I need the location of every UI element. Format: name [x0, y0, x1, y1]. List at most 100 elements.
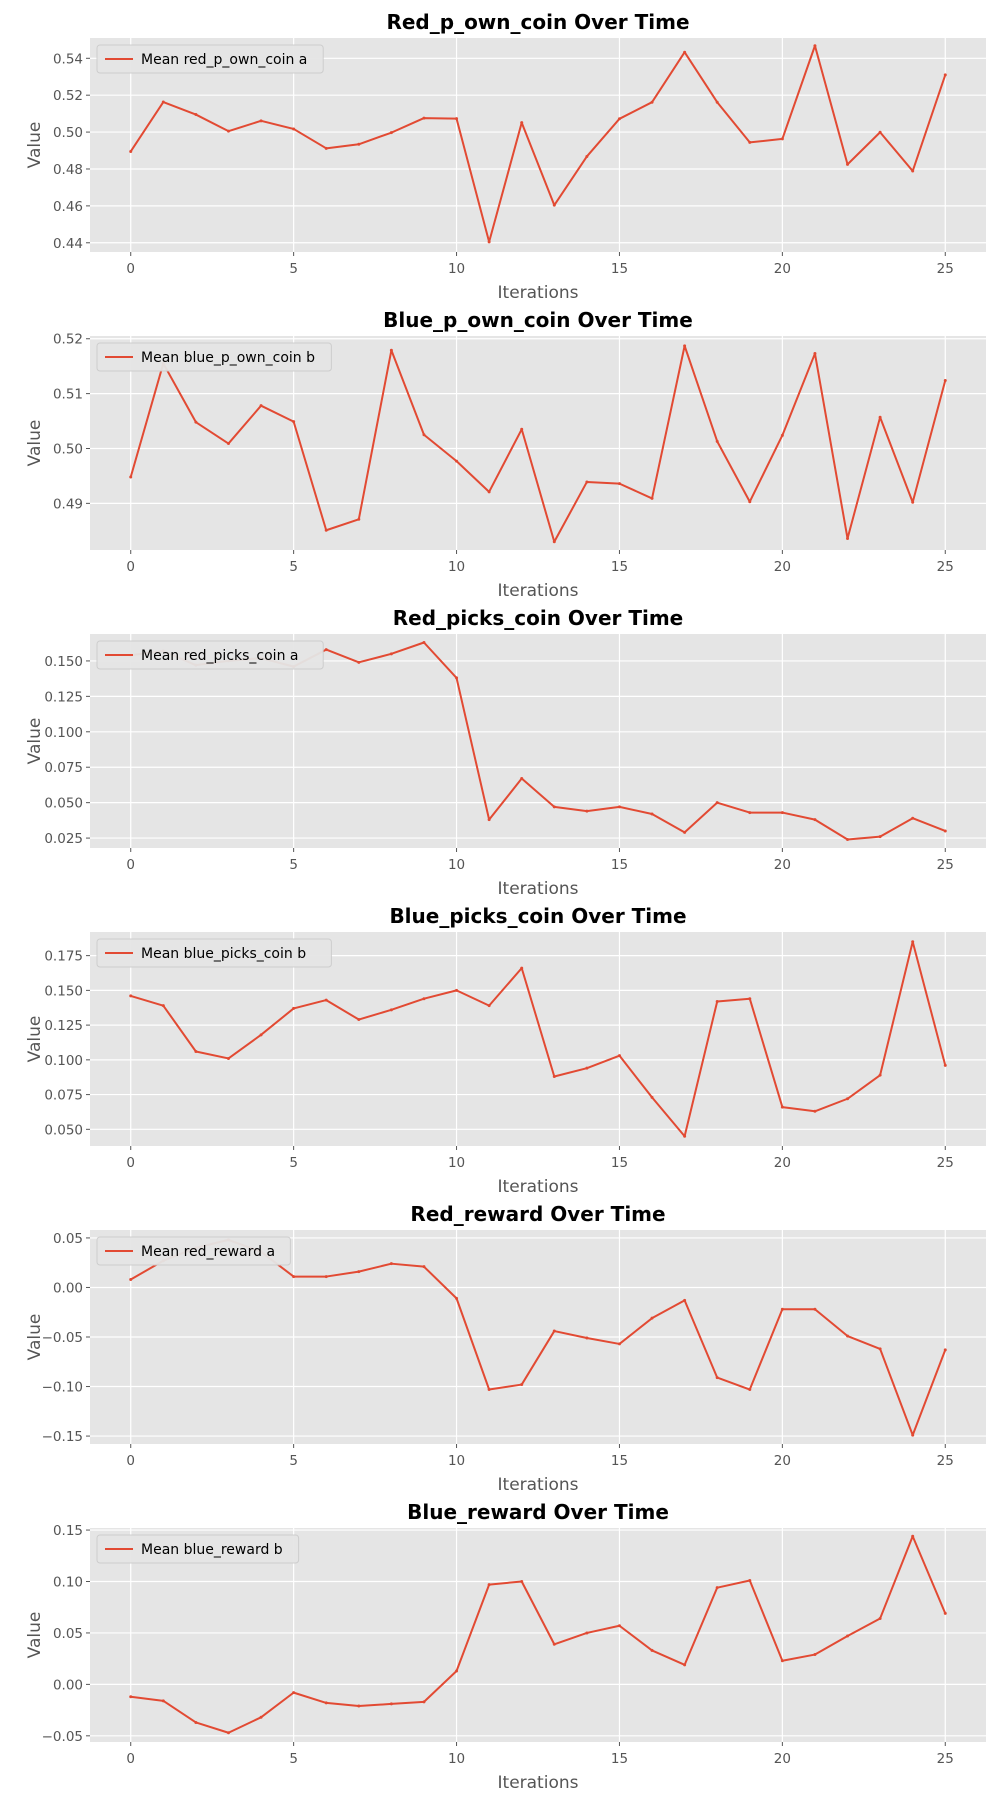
data-point — [585, 1336, 589, 1340]
y-tick-label: 0.54 — [53, 51, 83, 67]
data-point — [324, 528, 328, 532]
y-tick-label: 0.075 — [44, 760, 83, 776]
data-point — [194, 420, 198, 424]
data-point — [585, 480, 589, 484]
data-point — [846, 162, 850, 166]
legend-box — [96, 342, 332, 372]
data-point — [129, 1695, 133, 1699]
x-tick-label: 25 — [937, 559, 954, 575]
data-point — [292, 127, 296, 131]
data-point — [389, 348, 393, 352]
y-tick-label: 0.175 — [44, 949, 83, 965]
y-tick-label: −0.05 — [42, 1729, 83, 1745]
x-tick-label: 15 — [611, 857, 628, 873]
data-point — [846, 1634, 850, 1638]
data-point — [878, 130, 882, 134]
data-point — [259, 1715, 263, 1719]
y-tick-label: 0.150 — [44, 654, 83, 670]
data-point — [552, 805, 556, 809]
y-tick-label: 0.50 — [53, 441, 83, 457]
data-point — [748, 997, 752, 1001]
legend: Mean red_picks_coin a — [96, 640, 324, 670]
data-point — [552, 1329, 556, 1333]
data-point — [911, 1433, 915, 1437]
data-point — [748, 500, 752, 504]
data-point — [324, 1275, 328, 1279]
legend-label: Mean blue_picks_coin b — [141, 946, 306, 962]
chart-panel-4: Blue_picks_coin Over Time 0 5 10 15 20 25 0.050… — [25, 904, 986, 1197]
data-point — [455, 117, 459, 121]
data-point — [422, 433, 426, 437]
y-tick-label: 0.100 — [44, 1053, 83, 1069]
data-point — [292, 1275, 296, 1279]
x-tick-label: 0 — [126, 559, 135, 575]
y-axis-label: Value — [25, 1612, 45, 1659]
legend-label: Mean red_picks_coin a — [141, 648, 298, 664]
data-point — [813, 818, 817, 822]
data-point — [324, 146, 328, 150]
chart-panel-5: Red_reward Over Time 0 5 10 15 20 25 −0.15 −0.10… — [25, 1202, 986, 1495]
data-point — [389, 1008, 393, 1012]
x-tick-label: 25 — [937, 1751, 954, 1767]
data-point — [780, 433, 784, 437]
data-point — [422, 1700, 426, 1704]
plot-area — [90, 336, 986, 550]
data-point — [226, 1056, 230, 1060]
x-tick-label: 25 — [937, 1453, 954, 1469]
y-axis-label: Value — [25, 718, 45, 765]
data-point — [194, 1050, 198, 1054]
data-point — [422, 641, 426, 645]
y-tick-label: 0.49 — [53, 496, 83, 512]
x-tick-label: 25 — [937, 1155, 954, 1171]
legend-box — [96, 1236, 291, 1266]
data-point — [846, 1097, 850, 1101]
data-point — [617, 1054, 621, 1058]
x-tick-label: 5 — [289, 1453, 298, 1469]
legend-box — [96, 938, 332, 968]
data-point — [846, 837, 850, 841]
y-tick-label: 0.51 — [53, 387, 83, 403]
legend-label: Mean red_reward a — [141, 1244, 275, 1260]
data-point — [650, 1648, 654, 1652]
y-tick-label: −0.15 — [42, 1429, 83, 1445]
data-point — [585, 1631, 589, 1635]
x-tick-label: 5 — [289, 261, 298, 277]
data-point — [780, 1307, 784, 1311]
legend-label: Mean red_p_own_coin a — [141, 52, 307, 68]
chart-title: Red_reward Over Time — [410, 1202, 665, 1226]
data-point — [683, 1298, 687, 1302]
x-tick-label: 0 — [126, 1453, 135, 1469]
data-point — [650, 1095, 654, 1099]
data-point — [878, 1073, 882, 1077]
legend: Mean blue_p_own_coin b — [96, 342, 332, 372]
data-point — [650, 100, 654, 104]
chart-title: Blue_picks_coin Over Time — [389, 904, 686, 928]
x-tick-label: 20 — [774, 1453, 791, 1469]
data-point — [487, 818, 491, 822]
x-tick-label: 20 — [774, 857, 791, 873]
data-point — [748, 811, 752, 815]
data-point — [161, 1004, 165, 1008]
legend-label: Mean blue_p_own_coin b — [141, 350, 315, 366]
data-point — [357, 1704, 361, 1708]
y-tick-label: 0.050 — [44, 796, 83, 812]
data-point — [259, 1033, 263, 1037]
y-tick-label: −0.05 — [42, 1330, 83, 1346]
chart-title: Red_p_own_coin Over Time — [386, 10, 689, 34]
data-point — [455, 988, 459, 992]
data-point — [813, 44, 817, 48]
data-point — [324, 1701, 328, 1705]
x-tick-label: 5 — [289, 857, 298, 873]
data-point — [683, 830, 687, 834]
data-point — [357, 1270, 361, 1274]
x-tick-label: 10 — [448, 1751, 465, 1767]
legend-box — [96, 640, 324, 670]
x-tick-label: 10 — [448, 1453, 465, 1469]
data-point — [226, 129, 230, 133]
legend-box — [96, 1534, 300, 1564]
data-point — [129, 1278, 133, 1282]
data-point — [683, 344, 687, 348]
data-point — [878, 835, 882, 839]
y-tick-label: 0.050 — [44, 1122, 83, 1138]
